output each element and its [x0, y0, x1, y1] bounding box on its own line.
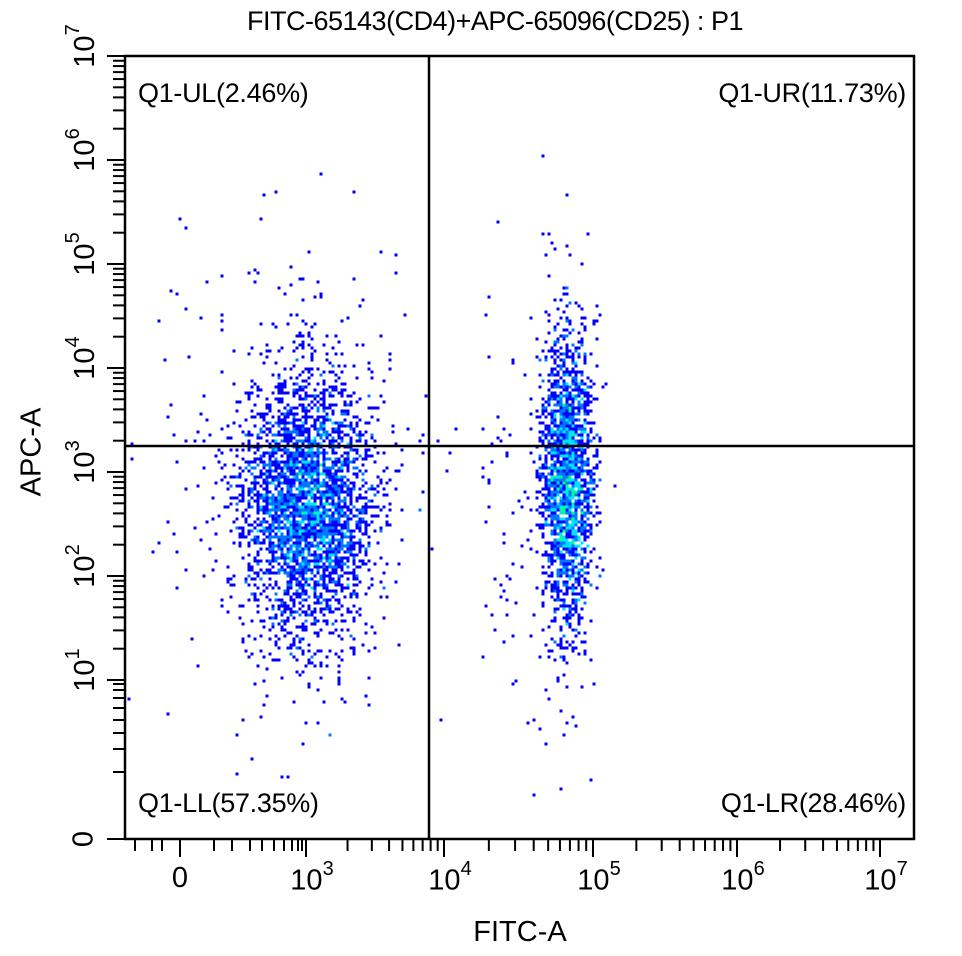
plot-frame	[123, 54, 916, 841]
x-tick-label: 104	[428, 858, 472, 897]
quadrant-label-ll: Q1-LL(57.35%)	[138, 788, 319, 818]
quadrant-label-ur: Q1-UR(11.73%)	[718, 78, 906, 108]
y-tick-label: 102	[62, 544, 101, 588]
y-tick-label: 104	[62, 336, 101, 380]
quadrant-label-ul: Q1-UL(2.46%)	[138, 78, 309, 108]
quadrant-label-lr: Q1-LR(28.46%)	[720, 788, 906, 818]
x-tick-label: 105	[577, 858, 621, 897]
x-tick-label: 103	[290, 858, 334, 897]
y-tick-label: 101	[62, 648, 101, 692]
x-tick-label: 106	[721, 858, 765, 897]
x-tick-label: 107	[864, 858, 908, 897]
y-axis-label: APC-A	[15, 407, 48, 497]
y-tick-label: 107	[62, 24, 101, 68]
axes	[107, 54, 916, 857]
y-tick-label: 0	[67, 830, 100, 848]
y-tick-label: 105	[62, 232, 101, 276]
event-dots	[127, 154, 617, 797]
x-axis-label: FITC-A	[473, 916, 567, 948]
y-tick-label: 106	[62, 128, 101, 172]
x-tick-label: 0	[171, 862, 189, 894]
chart-title: FITC-65143(CD4)+APC-65096(CD25) : P1	[247, 6, 743, 36]
y-tick-label: 103	[62, 440, 101, 484]
